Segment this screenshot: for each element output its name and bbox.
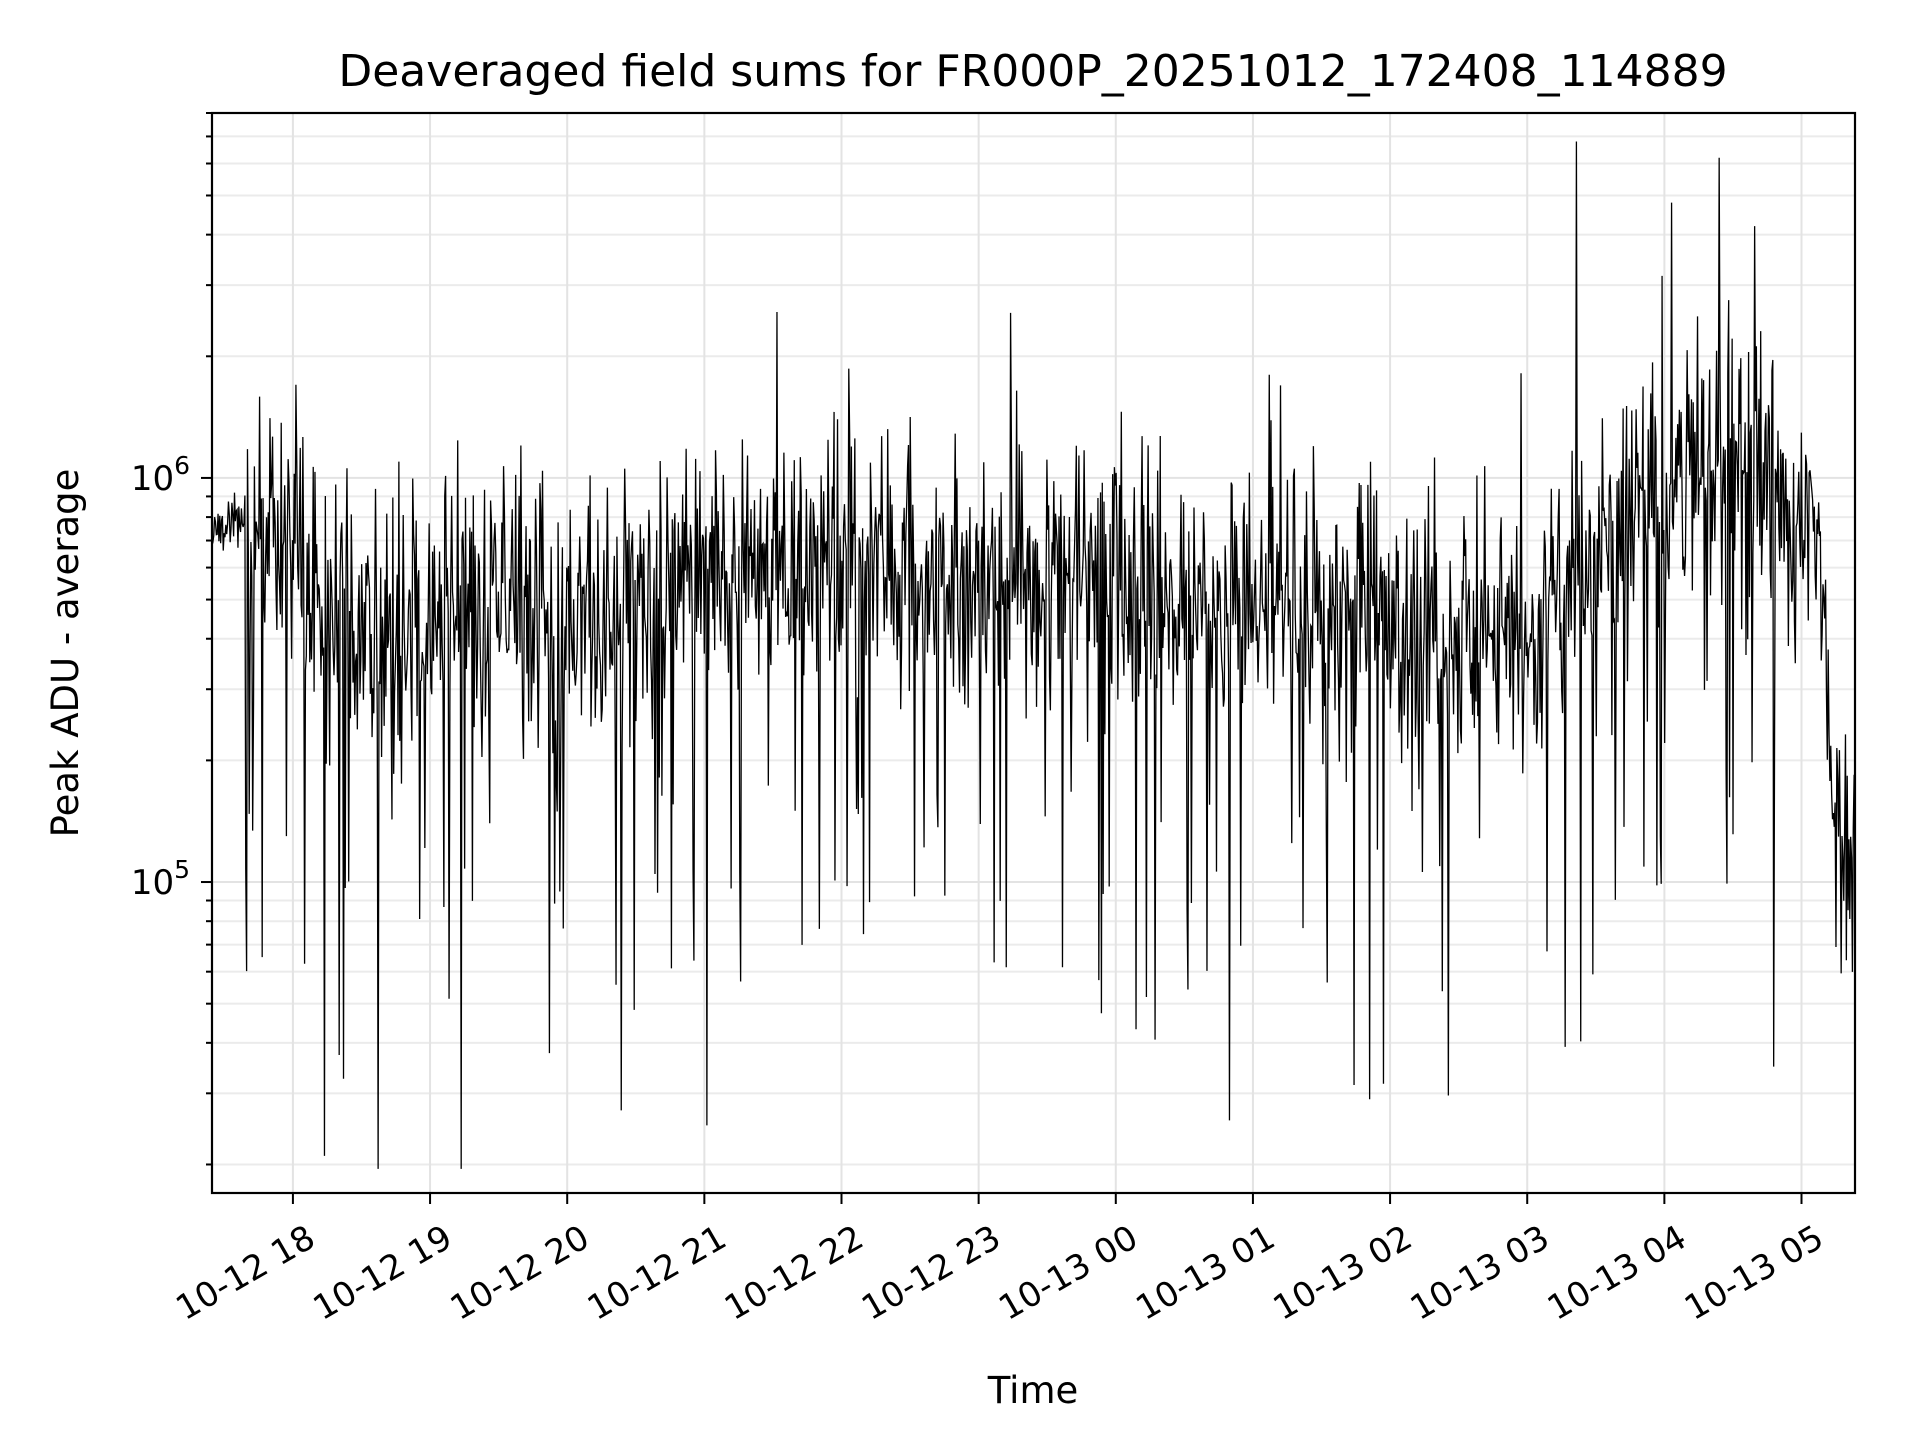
series-group	[211, 141, 1856, 1169]
y-tick-label-base: 10	[131, 459, 174, 499]
axis-ticks	[201, 112, 1803, 1204]
y-tick-label-exponent: 6	[174, 451, 190, 480]
y-axis-label: Peak ADU - average	[44, 469, 87, 838]
series-line-deaveraged-field-sum	[211, 141, 1856, 1169]
y-tick-label: 106	[131, 451, 190, 499]
y-tick-label-exponent: 5	[174, 855, 190, 884]
plot-frame	[210, 111, 1857, 1195]
y-tick-label: 105	[131, 855, 190, 903]
y-tick-label-base: 10	[131, 863, 174, 903]
x-axis-label: Time	[987, 1369, 1079, 1412]
chart-title: Deaveraged field sums for FR000P_2025101…	[338, 46, 1727, 97]
